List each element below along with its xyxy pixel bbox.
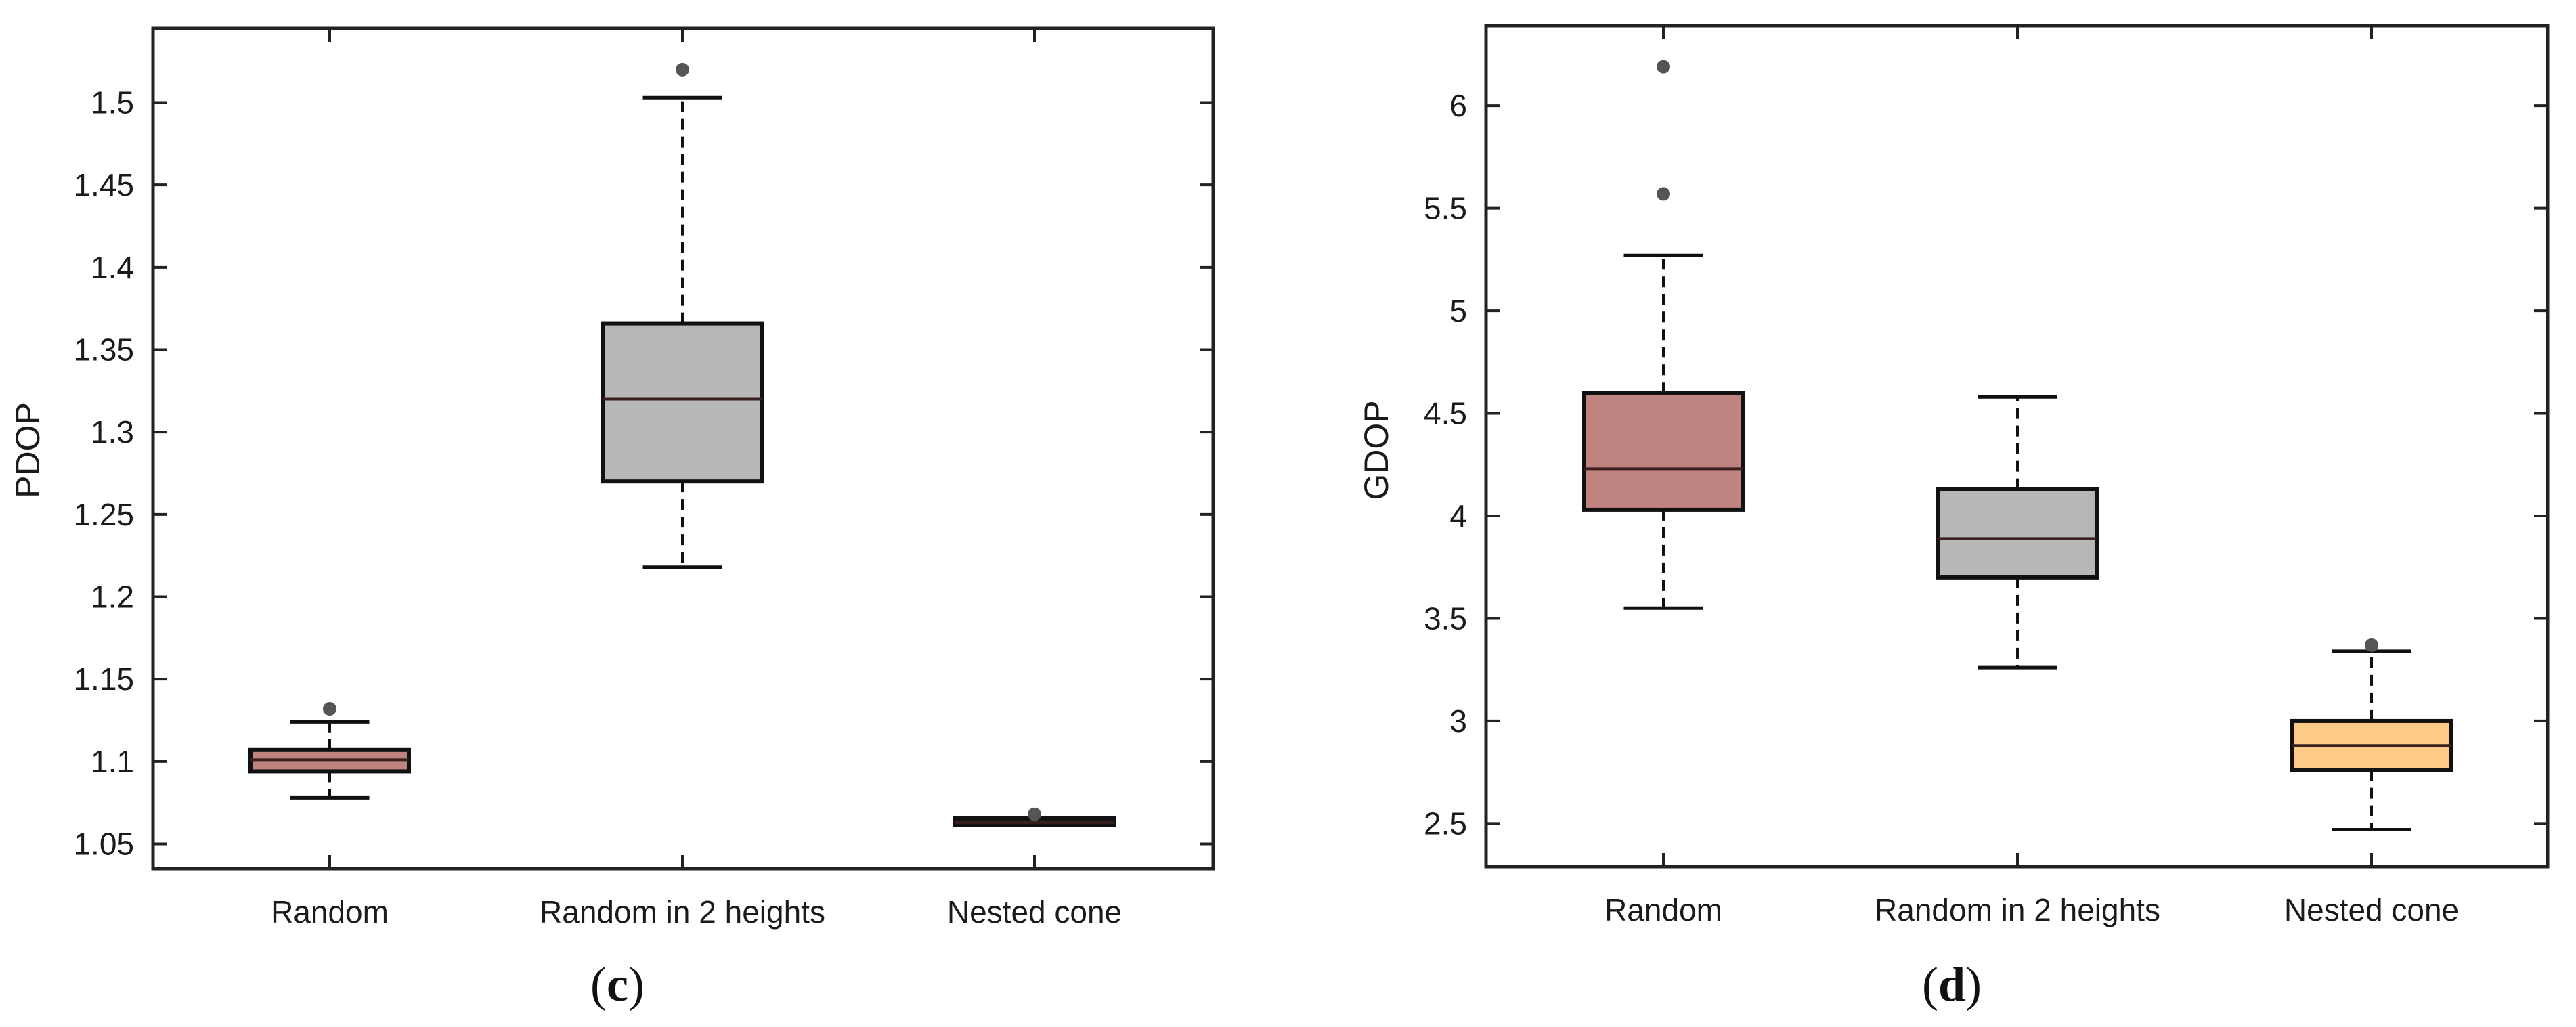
box-nested-cone <box>2290 638 2453 831</box>
y-tick-label: 1.4 <box>91 250 134 285</box>
y-axis-label: PDOP <box>9 402 47 498</box>
panel-c: 1.05 1.1 1.15 1.2 1.25 1.3 1.35 1.4 1.45 1.5 Rando… <box>9 26 1215 1011</box>
iqr-box <box>1582 391 1745 512</box>
x-category-label: Nested cone <box>947 894 1122 930</box>
y-tick-label: 4 <box>1449 498 1467 533</box>
outlier-point <box>2365 638 2378 652</box>
x-category-label: Random in 2 heights <box>540 894 825 930</box>
outlier-point <box>323 701 336 716</box>
y-tick-label: 1.1 <box>91 744 134 779</box>
y-tick-label: 1.3 <box>91 414 134 450</box>
y-tick-label: 6 <box>1449 88 1467 123</box>
y-tick-label: 1.05 <box>73 827 134 862</box>
y-tick-label: 1.15 <box>73 661 134 697</box>
box-random-in-2-heights <box>601 62 764 569</box>
iqr-box <box>1936 487 2099 580</box>
y-axis-label: GDOP <box>1357 400 1395 500</box>
outlier-point <box>676 62 689 77</box>
y-tick-label: 5.5 <box>1424 191 1467 226</box>
y-tick-label: 3 <box>1449 703 1467 739</box>
y-tick-label: 5 <box>1449 293 1467 328</box>
x-category-label: Nested cone <box>2284 892 2459 927</box>
box-random <box>1582 60 1745 610</box>
box-random-in-2-heights <box>1936 395 2099 670</box>
outlier-point <box>1657 60 1670 74</box>
x-category-label: Random <box>271 894 389 930</box>
y-tick-label: 4.5 <box>1424 396 1467 431</box>
y-tick-label: 1.25 <box>73 497 134 532</box>
y-tick-label: 3.5 <box>1424 600 1467 636</box>
panel-label: (d) <box>1922 957 1982 1011</box>
panel-d: 2.5 3 3.5 4 4.5 5 5.5 6 Random Random in 2 height… <box>1357 24 2550 1011</box>
y-tick-label: 2.5 <box>1424 806 1467 841</box>
box-random <box>248 701 411 800</box>
y-tick-label: 1.35 <box>73 332 134 368</box>
box-nested-cone <box>953 807 1116 827</box>
outlier-point <box>1657 187 1670 201</box>
x-category-label: Random <box>1604 892 1722 927</box>
x-category-label: Random in 2 heights <box>1875 892 2160 927</box>
y-tick-label: 1.5 <box>91 85 134 121</box>
y-tick-label: 1.45 <box>73 167 134 202</box>
panel-label: (c) <box>590 957 645 1011</box>
y-tick-label: 1.2 <box>91 580 134 615</box>
iqr-box <box>601 321 764 484</box>
outlier-point <box>1028 807 1041 821</box>
